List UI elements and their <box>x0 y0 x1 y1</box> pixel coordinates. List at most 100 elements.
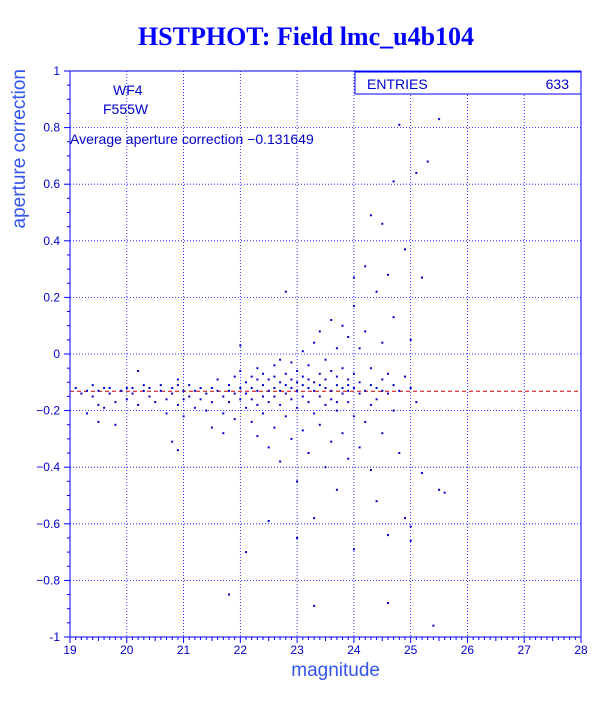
data-point <box>347 401 350 404</box>
data-point <box>279 358 282 361</box>
data-point <box>352 415 355 418</box>
data-point <box>358 392 361 395</box>
data-point <box>330 440 333 443</box>
data-point <box>301 429 304 432</box>
data-point <box>97 403 100 406</box>
data-point <box>358 381 361 384</box>
data-point <box>131 387 134 389</box>
data-point <box>443 491 446 494</box>
data-point <box>313 604 316 607</box>
data-point <box>313 381 316 384</box>
data-point <box>154 401 157 404</box>
data-point <box>137 370 140 372</box>
data-point <box>273 395 276 398</box>
data-point <box>364 265 367 268</box>
data-point <box>335 409 338 412</box>
data-point <box>182 415 185 418</box>
x-tick-label: 22 <box>234 643 248 657</box>
data-point <box>188 384 191 387</box>
y-axis-label: aperture correction <box>9 69 30 228</box>
x-tick-label: 24 <box>347 643 361 657</box>
data-point <box>267 389 270 392</box>
data-point <box>222 412 225 415</box>
data-point <box>245 551 247 554</box>
data-point <box>301 384 304 387</box>
data-point <box>216 378 219 381</box>
data-point <box>296 389 299 392</box>
data-point <box>387 372 389 375</box>
data-point <box>324 358 327 361</box>
data-point <box>256 435 259 438</box>
data-point <box>165 398 168 401</box>
data-point <box>313 517 316 520</box>
data-point <box>290 398 293 401</box>
data-point <box>347 389 350 392</box>
data-point <box>381 389 384 392</box>
data-point <box>364 389 367 392</box>
data-point <box>369 469 372 471</box>
stats-box: ENTRIES 633 <box>354 71 582 95</box>
data-point <box>239 370 242 372</box>
y-tick-label: −0.6 <box>36 517 60 531</box>
data-point <box>438 118 441 121</box>
data-point <box>193 389 196 392</box>
data-point <box>165 412 168 415</box>
data-point <box>341 392 344 395</box>
data-point <box>108 387 111 389</box>
data-point <box>250 375 253 378</box>
data-point <box>86 389 88 392</box>
x-axis-label: magnitude <box>291 660 380 681</box>
data-point <box>262 395 264 398</box>
data-point <box>228 593 230 596</box>
data-point <box>296 381 299 384</box>
data-point <box>398 452 401 454</box>
data-point <box>335 375 338 378</box>
data-point <box>404 248 406 251</box>
grid <box>70 71 581 637</box>
data-point <box>239 387 242 389</box>
stats-label: ENTRIES <box>367 76 428 92</box>
data-point <box>267 401 270 404</box>
data-point <box>199 387 202 389</box>
data-point <box>273 364 276 367</box>
data-point <box>301 375 304 378</box>
data-point <box>375 398 378 401</box>
data-point <box>284 372 287 375</box>
data-point <box>341 324 344 327</box>
data-point <box>256 378 259 381</box>
data-point <box>307 452 310 454</box>
data-point <box>273 426 276 429</box>
data-point <box>324 403 327 406</box>
data-point <box>182 389 185 392</box>
data-point <box>91 384 94 387</box>
data-point <box>415 401 418 404</box>
data-point <box>103 406 106 409</box>
data-point <box>409 539 412 542</box>
data-point <box>245 392 247 395</box>
data-point <box>409 338 412 341</box>
data-point <box>176 384 179 387</box>
data-point <box>296 370 299 372</box>
data-point <box>352 387 355 389</box>
data-point <box>250 398 253 401</box>
data-point <box>432 624 435 627</box>
data-point <box>313 389 316 392</box>
y-tick-label: 0.2 <box>43 290 60 304</box>
data-point <box>279 403 282 406</box>
data-point <box>330 319 333 321</box>
data-point <box>352 372 355 375</box>
data-point <box>125 387 128 389</box>
data-point <box>296 480 299 483</box>
data-point <box>148 387 151 389</box>
data-point <box>318 384 321 387</box>
data-point <box>318 423 321 426</box>
x-tick-label: 21 <box>177 643 191 657</box>
data-point <box>290 378 293 381</box>
data-point <box>284 384 287 387</box>
data-point <box>301 350 304 353</box>
data-point <box>387 392 389 395</box>
data-point <box>392 180 395 183</box>
data-point <box>97 420 100 423</box>
x-tick-label: 26 <box>461 643 475 657</box>
